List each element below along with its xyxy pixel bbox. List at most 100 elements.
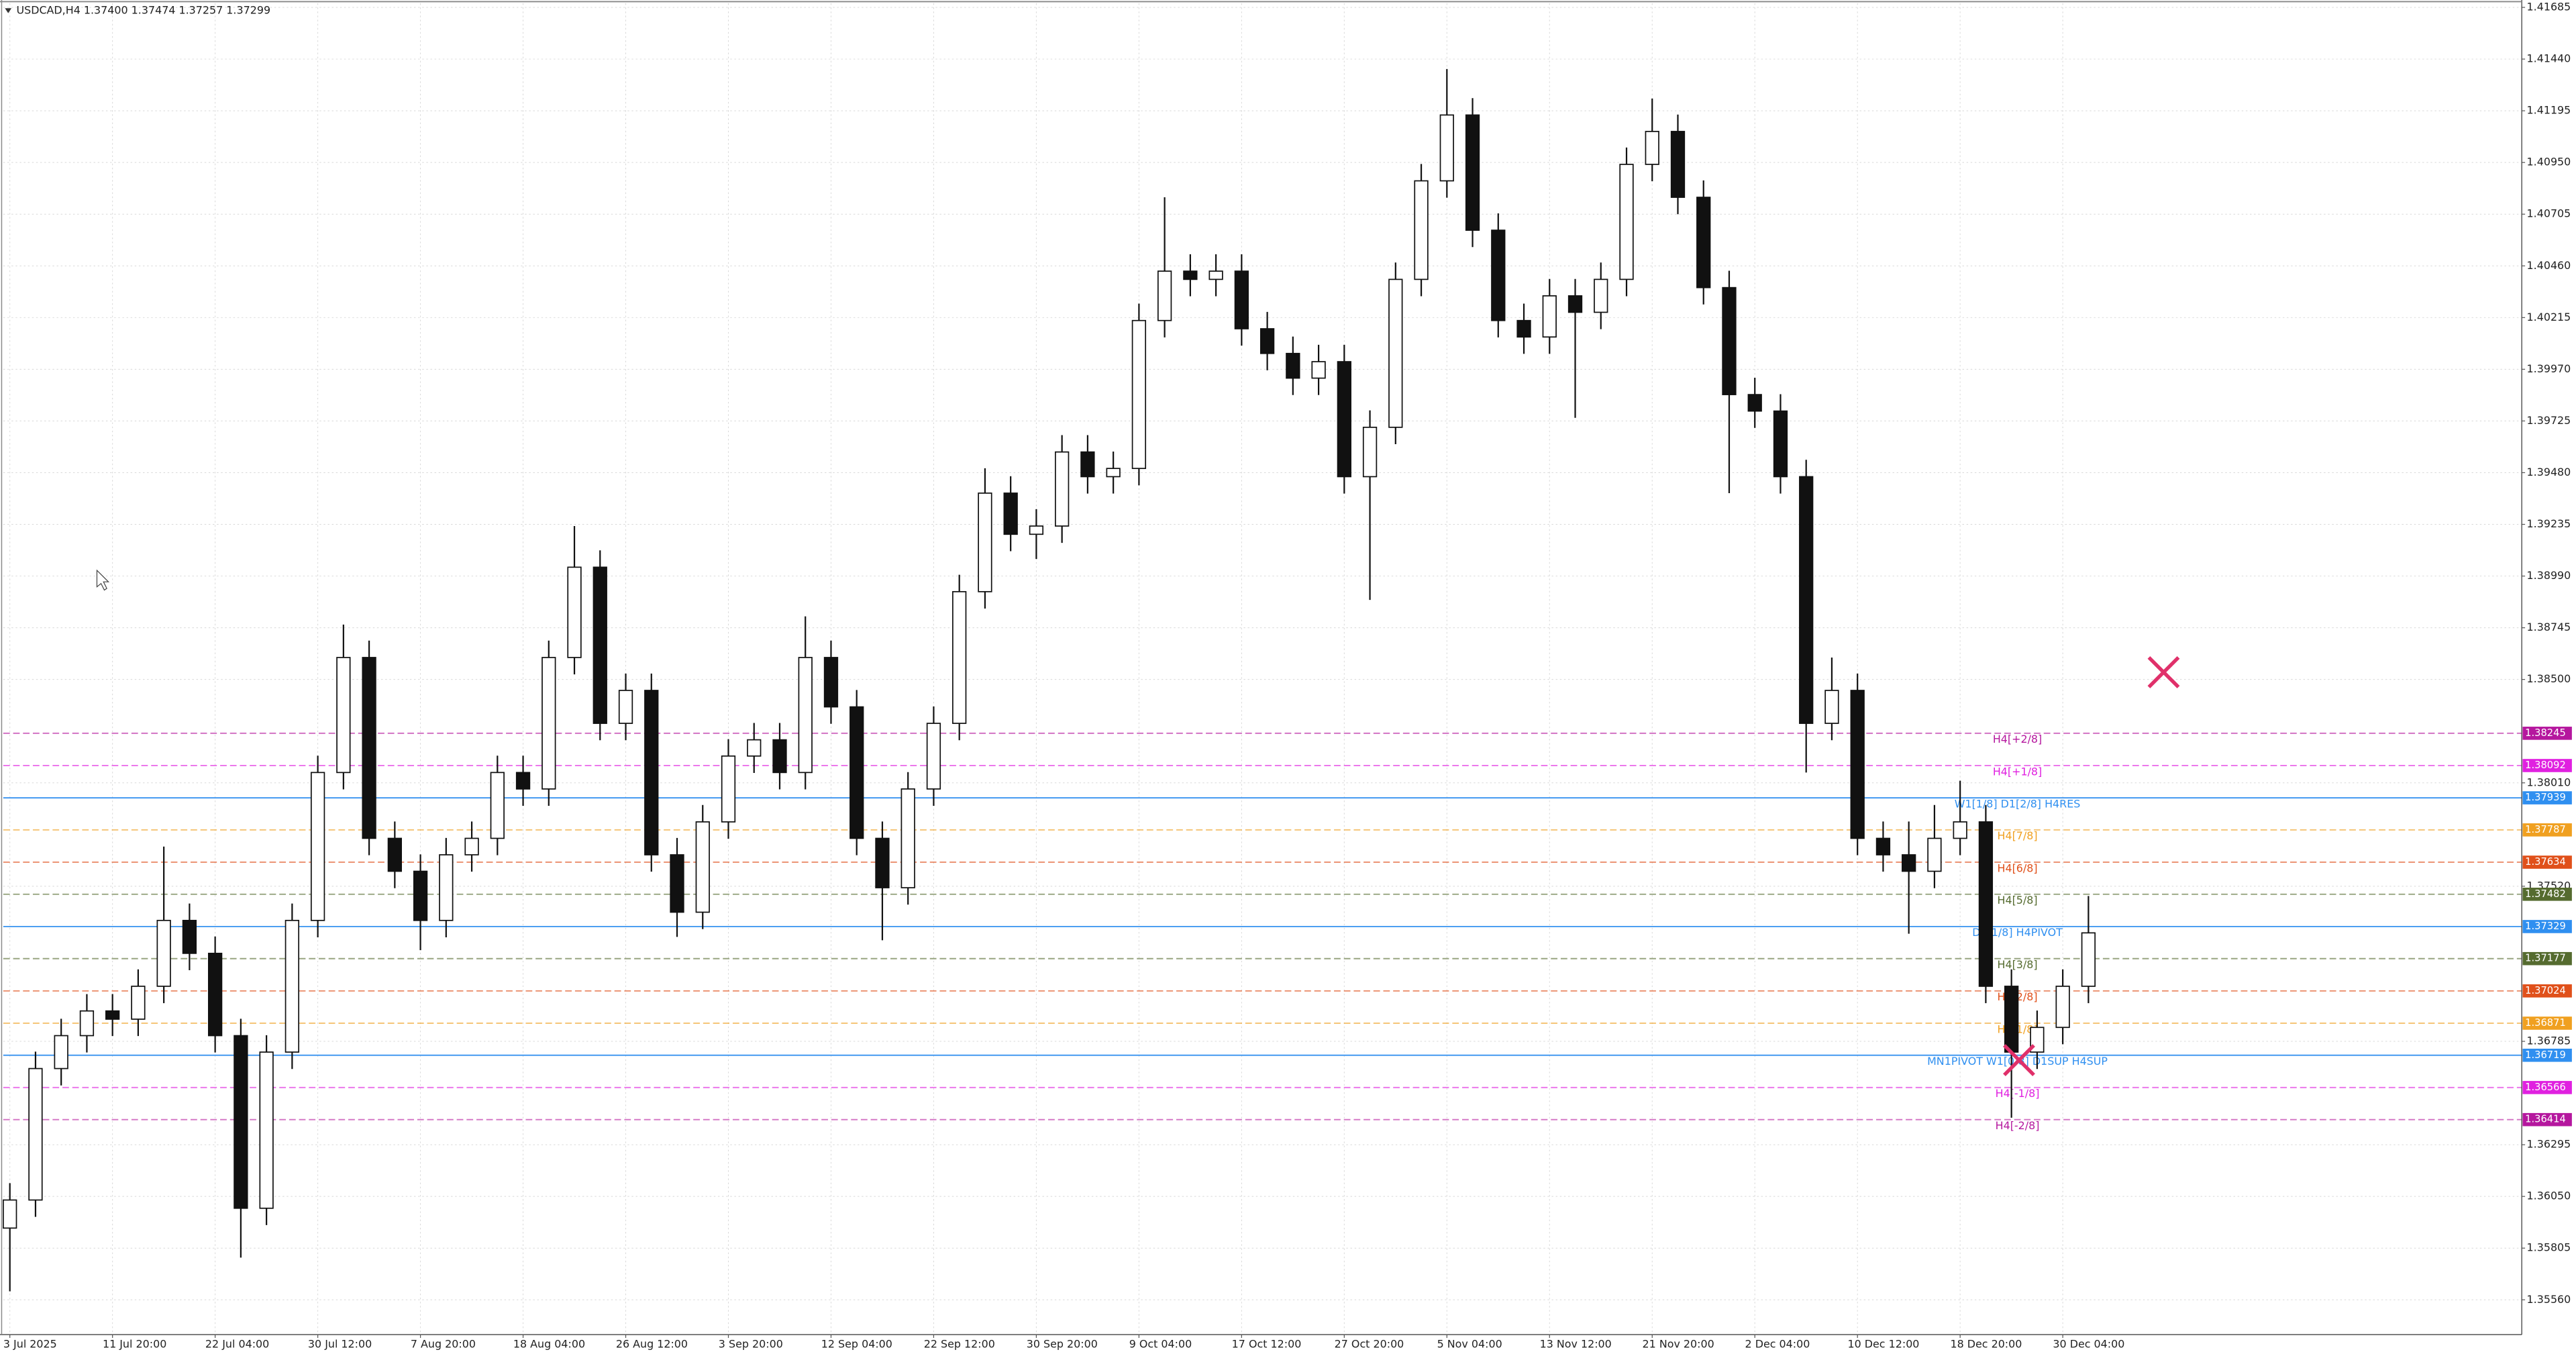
candle-body [207,953,223,1037]
candle-body [2055,986,2070,1029]
y-tick-label: 1.41685 [2527,1,2571,13]
candles [3,68,2096,1292]
candle-body [1337,361,1351,478]
candle-body [1722,286,1737,395]
x-tick-label: 10 Dec 12:00 [1848,1337,1920,1350]
level-price-label: 1.36566 [2525,1082,2566,1093]
candle-body [1902,854,1916,872]
candle-body [1516,319,1531,338]
candle-body [747,739,762,757]
candle-body [695,821,710,913]
candle-body [156,919,171,987]
candle-body [978,492,992,592]
x-tick-label: 30 Jul 12:00 [308,1337,372,1350]
candle-body [798,657,813,774]
level-price-label: 1.36871 [2525,1017,2566,1029]
level-label: D1[1/8] H4PIVOT [1972,926,2063,939]
signal-marker [2147,656,2180,688]
level-price-label: 1.37177 [2525,953,2566,964]
candle-body [3,1199,17,1229]
level-price-label: 1.37482 [2525,888,2566,900]
level-label: H4[7/8] [1998,829,2038,842]
candle-body [567,566,582,658]
level-price-box [2522,1112,2572,1127]
candle-body [182,919,197,954]
y-tick-label: 1.38990 [2527,569,2571,582]
x-tick-label: 30 Dec 04:00 [2053,1337,2124,1350]
level-price-label: 1.36414 [2525,1114,2566,1125]
candle-body [823,657,839,708]
candle-body [234,1035,248,1209]
candle-body [1645,131,1659,165]
x-tick-label: 22 Sep 12:00 [924,1337,995,1350]
candle-body [1234,270,1249,329]
level-price-box [2522,727,2572,740]
candle-body [1259,328,1275,354]
x-tick-label: 26 Aug 12:00 [616,1337,688,1350]
level-price-box [2522,1048,2572,1062]
candle-body [952,590,967,724]
x-tick-label: 18 Aug 04:00 [513,1337,585,1350]
candle-body [1491,229,1506,321]
candle-body [849,706,864,839]
candle-body [362,657,376,839]
candle-body [310,772,325,921]
y-tick-label: 1.41195 [2527,104,2571,117]
candle-body [1567,295,1583,313]
candle-body [1183,270,1198,280]
y-tick-label: 1.36785 [2527,1035,2571,1047]
y-tick-label: 1.40950 [2527,156,2571,168]
candle-body [79,1010,95,1037]
level-price-box [2522,1016,2572,1030]
candle-body [1414,180,1429,280]
candle-body [259,1051,274,1209]
signal-marker [2003,1044,2035,1077]
level-price-label: 1.38245 [2525,727,2566,739]
level-price-box [2522,759,2572,772]
x-tick-label: 30 Sep 20:00 [1027,1337,1098,1350]
candle-body [1696,197,1711,289]
x-tick-label: 2 Dec 04:00 [1745,1337,1810,1350]
x-tick-label: 7 Aug 20:00 [411,1337,476,1350]
candle-body [900,788,915,888]
level-label: H4[3/8] [1998,958,2038,971]
candle-body [772,739,787,774]
candle-body [926,723,941,790]
candle-body [1594,278,1608,313]
level-price-box [2522,951,2572,966]
x-tick-label: 22 Jul 04:00 [205,1337,269,1350]
x-tick-label: 17 Oct 12:00 [1232,1337,1302,1350]
x-tick-label: 27 Oct 20:00 [1335,1337,1404,1350]
candle-body [644,690,659,855]
x-tick-label: 3 Sep 20:00 [719,1337,783,1350]
title-arrow [5,8,12,13]
candle-body [875,837,890,888]
candle-body [1311,361,1326,379]
y-tick-label: 1.40460 [2527,259,2571,272]
chart-title: USDCAD,H4 1.37400 1.37474 1.37257 1.3729… [16,3,270,16]
level-label: W1[1/8] D1[2/8] H4RES [1955,797,2081,810]
candle-body [1286,352,1300,379]
mouse-cursor [96,569,110,591]
candle-body [2004,986,2019,1053]
level-price-box [2522,1081,2572,1094]
candle-body [721,755,736,823]
level-label: H4[-1/8] [1996,1087,2040,1100]
y-tick-label: 1.36295 [2527,1138,2571,1151]
candle-body [413,870,428,921]
level-label: H4[6/8] [1998,862,2038,874]
candle-body [1157,270,1172,321]
y-tick-label: 1.39725 [2527,414,2571,427]
candle-body [670,854,684,913]
level-price-box [2522,823,2572,837]
y-tick-label: 1.35560 [2527,1293,2571,1306]
x-tick-label: 18 Dec 20:00 [1950,1337,2022,1350]
candle-body [618,690,633,724]
candle-body [2081,932,2096,987]
candle-body [387,837,402,872]
candle-body [54,1035,68,1070]
candle-body [285,919,300,1053]
y-tick-label: 1.41440 [2527,52,2571,65]
